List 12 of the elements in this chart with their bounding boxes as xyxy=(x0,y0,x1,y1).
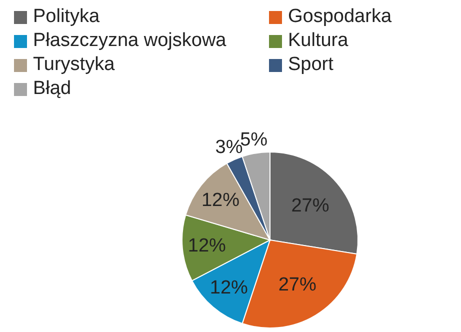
data-label: 27% xyxy=(291,195,330,216)
legend-label: Gospodarka xyxy=(288,6,392,28)
legend-label: Płaszczyzna wojskowa xyxy=(33,30,226,52)
legend-label: Polityka xyxy=(33,6,100,28)
legend-label: Sport xyxy=(288,54,334,76)
legend-label: Kultura xyxy=(288,30,348,52)
legend-label: Błąd xyxy=(33,78,72,100)
data-label: 12% xyxy=(201,190,240,211)
data-label: 12% xyxy=(188,236,226,257)
legend-label: Turystyka xyxy=(33,54,115,76)
data-label: 12% xyxy=(210,278,248,299)
data-label: 27% xyxy=(278,274,316,296)
